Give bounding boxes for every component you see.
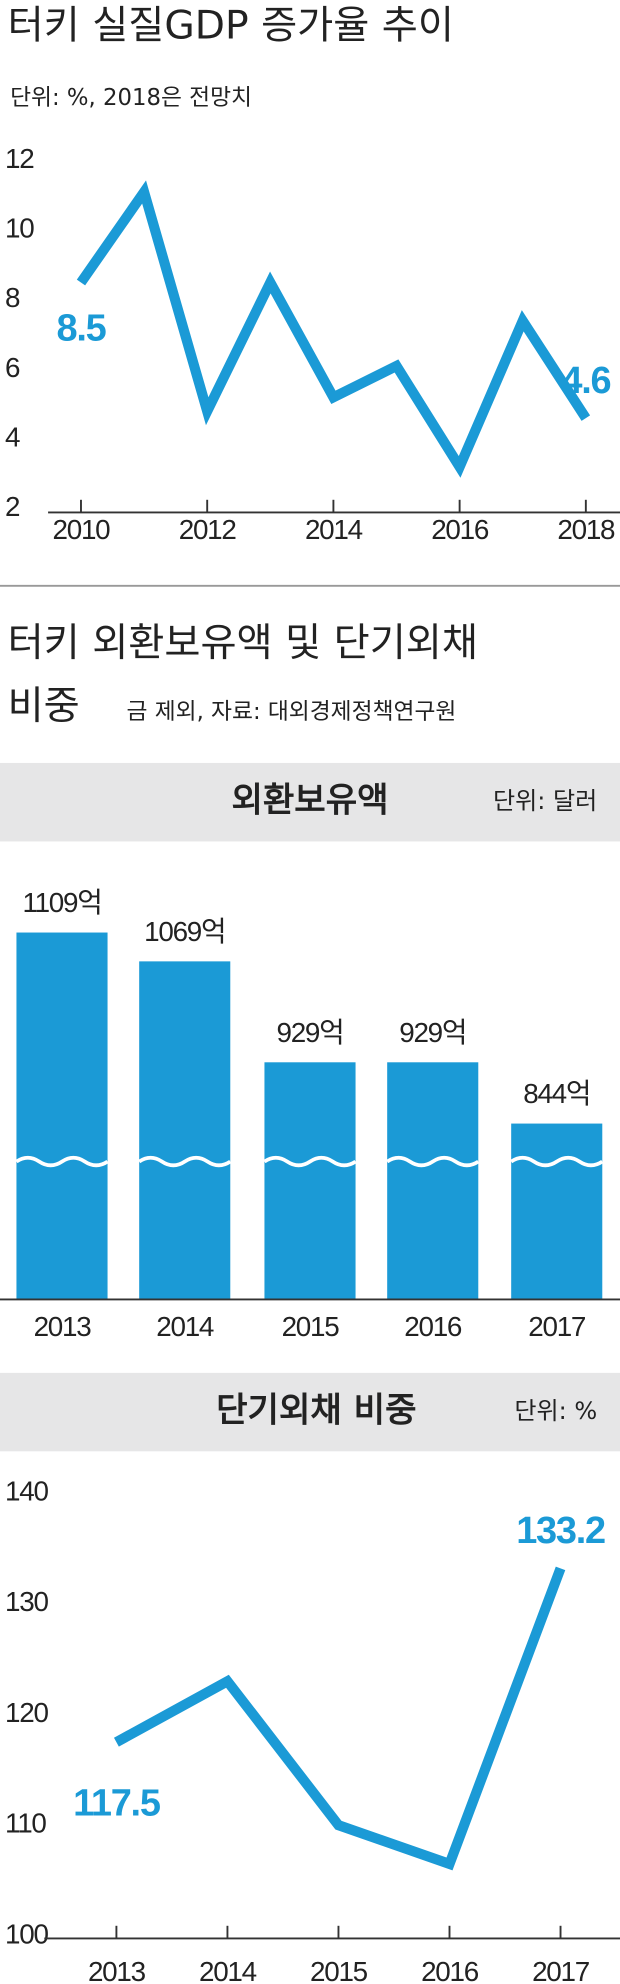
y-tick-label: 6	[5, 352, 20, 383]
data-label: 929억	[399, 1017, 466, 1048]
x-tick-label: 2016	[431, 514, 489, 545]
data-label: 1069억	[144, 916, 225, 947]
bar	[16, 932, 108, 1300]
chart-subtitle: 단위: %, 2018은 전망치	[10, 85, 252, 111]
bar	[511, 1123, 603, 1300]
y-tick-label: 110	[5, 1808, 46, 1839]
x-tick-label: 2016	[421, 1956, 479, 1984]
axis-break	[138, 1155, 232, 1168]
y-tick-label: 100	[5, 1918, 48, 1949]
data-label: 929억	[277, 1017, 344, 1048]
data-label: 844억	[523, 1078, 590, 1109]
chart-subtitle: 금 제외, 자료: 대외경제정책연구원	[127, 699, 457, 725]
x-tick-label: 2015	[282, 1311, 340, 1342]
x-tick-label: 2015	[310, 1956, 368, 1984]
y-tick-label: 12	[5, 143, 34, 174]
axis-break	[15, 1155, 109, 1168]
panel-title: 단기외채 비중	[216, 1391, 416, 1431]
data-label: 4.6	[561, 360, 610, 402]
chart-title: 비중	[8, 684, 80, 729]
x-tick-label: 2012	[179, 514, 237, 545]
x-tick-label: 2013	[88, 1956, 146, 1984]
bar	[139, 961, 231, 1300]
chart-title: 터키 실질GDP 증가율 추이	[8, 3, 454, 48]
panel-header	[0, 1372, 620, 1452]
y-tick-label: 130	[5, 1586, 48, 1617]
panel-header	[0, 762, 620, 842]
bar	[387, 1062, 479, 1300]
y-tick-label: 2	[5, 491, 20, 522]
panel-title: 외환보유액	[231, 781, 388, 821]
x-tick-label: 2016	[404, 1311, 462, 1342]
chart-title: 터키 외환보유액 및 단기외채	[8, 621, 478, 666]
x-tick-label: 2014	[305, 514, 363, 545]
y-tick-label: 4	[5, 421, 20, 452]
data-line	[113, 1566, 566, 1871]
data-label: 133.2	[516, 1510, 605, 1552]
data-label: 117.5	[73, 1782, 161, 1824]
unit-label: 단위: 달러	[493, 787, 597, 815]
y-tick-label: 10	[5, 213, 34, 244]
unit-label: 단위: %	[514, 1397, 597, 1425]
x-tick-label: 2014	[199, 1956, 257, 1984]
x-tick-label: 2017	[532, 1956, 590, 1984]
x-tick-label: 2018	[557, 514, 615, 545]
y-tick-label: 120	[5, 1697, 48, 1728]
y-tick-label: 8	[5, 282, 20, 313]
x-tick-label: 2014	[156, 1311, 214, 1342]
data-label: 8.5	[57, 308, 107, 350]
axis-break	[510, 1155, 604, 1168]
x-tick-label: 2013	[34, 1311, 92, 1342]
y-tick-label: 140	[5, 1475, 48, 1506]
data-label: 1109억	[22, 887, 101, 918]
axis-break	[386, 1155, 480, 1168]
axis-break	[263, 1155, 357, 1168]
bar	[264, 1062, 356, 1300]
x-tick-label: 2017	[528, 1311, 586, 1342]
data-line	[76, 180, 591, 478]
x-tick-label: 2010	[53, 514, 111, 545]
